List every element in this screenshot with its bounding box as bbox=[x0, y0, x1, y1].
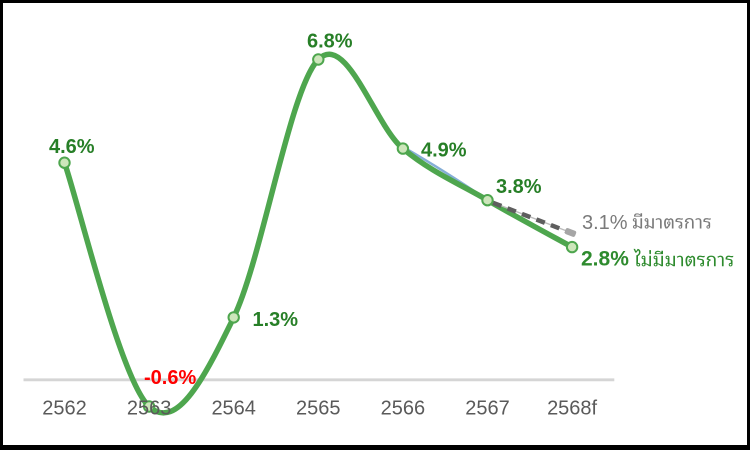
svg-text:2568f: 2568f bbox=[547, 398, 597, 420]
svg-text:2567: 2567 bbox=[465, 398, 510, 420]
svg-text:4.6%: 4.6% bbox=[49, 136, 95, 158]
svg-text:6.8%: 6.8% bbox=[307, 31, 353, 53]
svg-text:4.9%: 4.9% bbox=[421, 140, 467, 162]
svg-text:2565: 2565 bbox=[296, 398, 341, 420]
svg-text:1.3%: 1.3% bbox=[253, 309, 299, 331]
svg-text:2562: 2562 bbox=[42, 398, 87, 420]
svg-text:-0.6%: -0.6% bbox=[144, 367, 196, 389]
svg-text:3.1%: 3.1% bbox=[582, 212, 628, 234]
svg-text:2.8%: 2.8% bbox=[581, 248, 629, 271]
svg-text:2563: 2563 bbox=[127, 398, 172, 420]
svg-text:2564: 2564 bbox=[211, 398, 256, 420]
svg-text:3.8%: 3.8% bbox=[496, 176, 542, 198]
svg-text:2566: 2566 bbox=[381, 398, 426, 420]
